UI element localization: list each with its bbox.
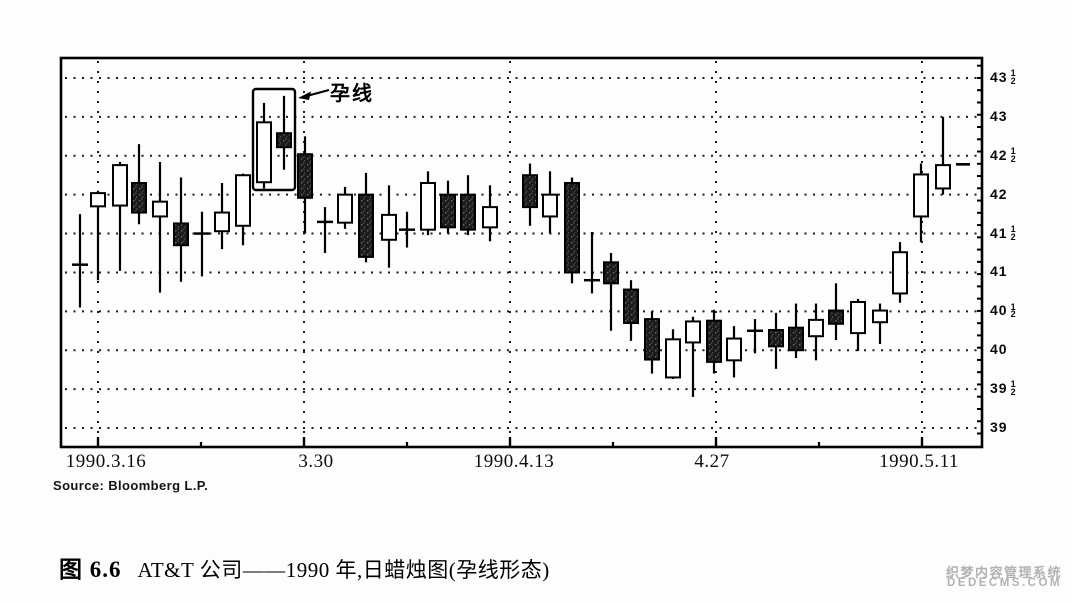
candle-white	[381, 185, 397, 268]
candle-black	[173, 177, 189, 282]
y-axis-label: 42 1 2	[990, 146, 1016, 164]
harami-highlight-box	[251, 87, 297, 192]
candle-white	[235, 173, 251, 246]
x-axis-label: 4.27	[694, 451, 730, 472]
harami-annotation-label: 孕线	[330, 83, 374, 105]
candle-white	[214, 183, 230, 250]
candle-black	[131, 144, 147, 225]
candle-black	[522, 163, 538, 226]
candle-white	[935, 116, 951, 195]
x-axis-label: 1990.5.11	[879, 451, 959, 472]
candle-black	[440, 180, 456, 234]
candle-white	[420, 171, 436, 236]
x-axis-label: 3.30	[298, 451, 334, 472]
candle-black	[644, 311, 660, 374]
candle-white	[808, 303, 824, 361]
figure-caption-number: 图 6.6	[59, 557, 122, 582]
candle-black	[706, 309, 722, 374]
candle-doji	[584, 232, 600, 294]
candle-black	[276, 95, 292, 170]
candle-black	[828, 283, 844, 341]
watermark-cn: 织梦内容管理系统	[945, 565, 1062, 580]
y-axis-label: 43 1 2	[990, 68, 1016, 86]
candle-doji	[747, 319, 763, 354]
candle-doji	[194, 211, 210, 277]
figure-caption-title: AT&T 公司——1990 年,日蜡烛图(孕线形态)	[137, 558, 550, 582]
y-axis-label: 42	[990, 185, 1008, 202]
candle-white	[112, 162, 128, 271]
candle-white	[90, 190, 106, 281]
candle-black	[623, 280, 639, 341]
candle-white	[726, 326, 742, 378]
candle-white	[256, 102, 272, 189]
y-axis-label: 41 1 2	[990, 223, 1016, 242]
y-axis-label: 40	[990, 341, 1008, 358]
y-axis-label: 40 1 2	[990, 301, 1016, 320]
candle-white	[665, 329, 681, 379]
watermark-domain: DEDECMS.COM	[946, 577, 1062, 589]
x-axis-label: 1990.4.13	[473, 451, 555, 472]
candle-white	[685, 316, 701, 397]
y-axis-label: 39	[990, 419, 1008, 435]
candle-white	[482, 185, 498, 242]
harami-arrow-head	[298, 91, 311, 100]
candle-white	[337, 186, 353, 229]
plot-border	[59, 56, 984, 449]
source-credit: Source: Bloomberg L.P.	[53, 478, 209, 493]
candle-doji	[72, 214, 88, 308]
y-axis-label: 41	[990, 263, 1008, 280]
candle-doji	[399, 211, 415, 248]
candle-black	[358, 172, 374, 263]
x-axis-label: 1990.3.16	[65, 451, 147, 472]
candle-doji	[317, 207, 333, 253]
candle-white	[850, 298, 866, 351]
candle-black	[768, 312, 784, 369]
candle-black	[603, 253, 619, 331]
candle-black	[460, 175, 476, 236]
figure-caption: 图 6.6 AT&T 公司——1990 年,日蜡烛图(孕线形态)	[59, 550, 550, 584]
y-axis-label: 39 1 2	[990, 379, 1016, 398]
candle-white	[892, 242, 908, 303]
candle-black	[564, 177, 580, 284]
candle-white	[542, 171, 558, 234]
candle-black	[788, 303, 804, 358]
y-axis-label: 43	[990, 107, 1008, 124]
candle-black	[297, 136, 313, 234]
candle-white	[152, 162, 168, 293]
candle-white	[872, 303, 888, 344]
candle-white	[913, 163, 929, 243]
